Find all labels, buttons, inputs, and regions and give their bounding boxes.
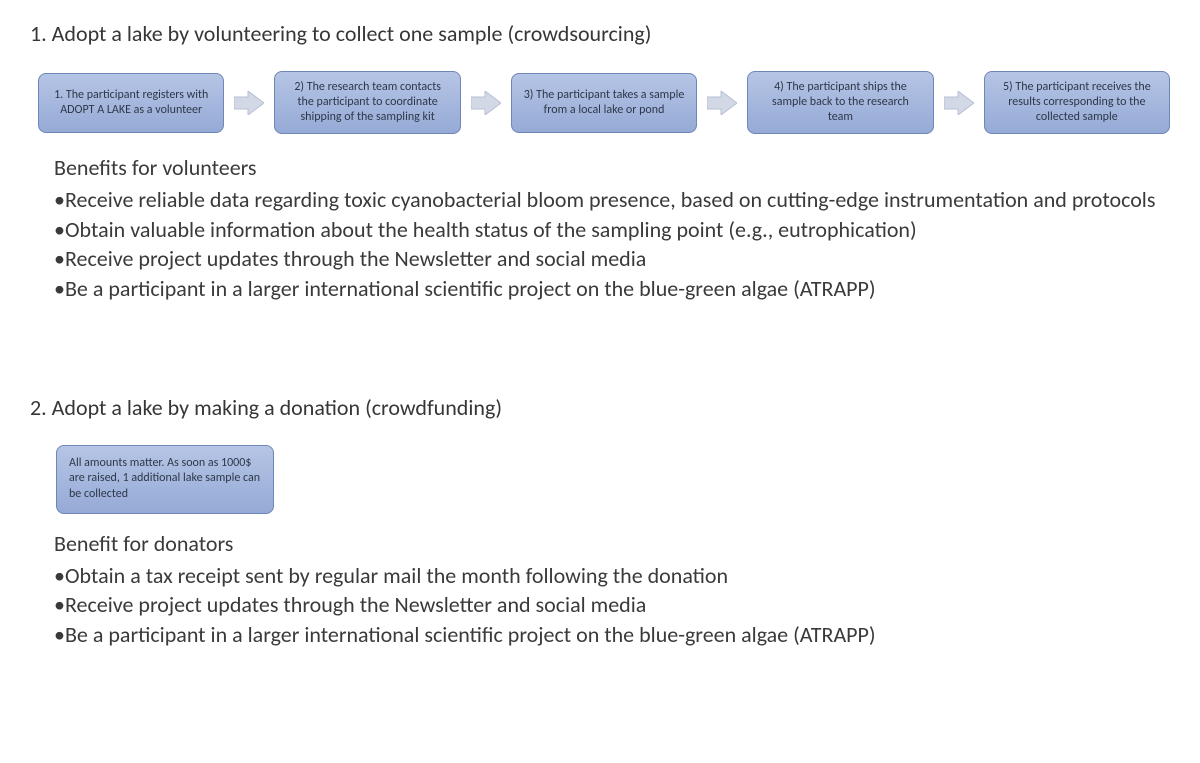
benefit-bullet: •Receive reliable data regarding toxic c… [54, 185, 1170, 215]
flow-step-5: 5) The participant receives the results … [984, 71, 1170, 134]
benefits-heading-2: Benefit for donators [54, 530, 1170, 557]
benefit-bullet: •Receive project updates through the New… [54, 244, 1170, 274]
section-2-title: 2. Adopt a lake by making a donation (cr… [30, 394, 1170, 421]
benefit-bullet: •Receive project updates through the New… [54, 590, 1170, 620]
arrow-icon [234, 91, 264, 115]
benefits-block-2: Benefit for donators •Obtain a tax recei… [30, 530, 1170, 650]
flow-row: 1. The participant registers with ADOPT … [30, 71, 1170, 134]
benefits-block-1: Benefits for volunteers •Receive reliabl… [30, 154, 1170, 304]
flow-step-4: 4) The participant ships the sample back… [747, 71, 933, 134]
donation-box: All amounts matter. As soon as 1000$ are… [56, 445, 274, 514]
flow-step-3: 3) The participant takes a sample from a… [511, 73, 697, 133]
benefits-heading-1: Benefits for volunteers [54, 154, 1170, 181]
benefit-bullet: •Obtain a tax receipt sent by regular ma… [54, 561, 1170, 591]
arrow-icon [471, 91, 501, 115]
section-2: 2. Adopt a lake by making a donation (cr… [30, 394, 1170, 650]
section-1-title: 1. Adopt a lake by volunteering to colle… [30, 20, 1170, 47]
benefit-bullet: •Be a participant in a larger internatio… [54, 274, 1170, 304]
benefit-bullet: •Be a participant in a larger internatio… [54, 620, 1170, 650]
arrow-icon [707, 91, 737, 115]
arrow-icon [944, 91, 974, 115]
flow-step-1: 1. The participant registers with ADOPT … [38, 73, 224, 133]
flow-step-2: 2) The research team contacts the partic… [274, 71, 460, 134]
benefit-bullet: •Obtain valuable information about the h… [54, 215, 1170, 245]
section-1: 1. Adopt a lake by volunteering to colle… [30, 20, 1170, 304]
